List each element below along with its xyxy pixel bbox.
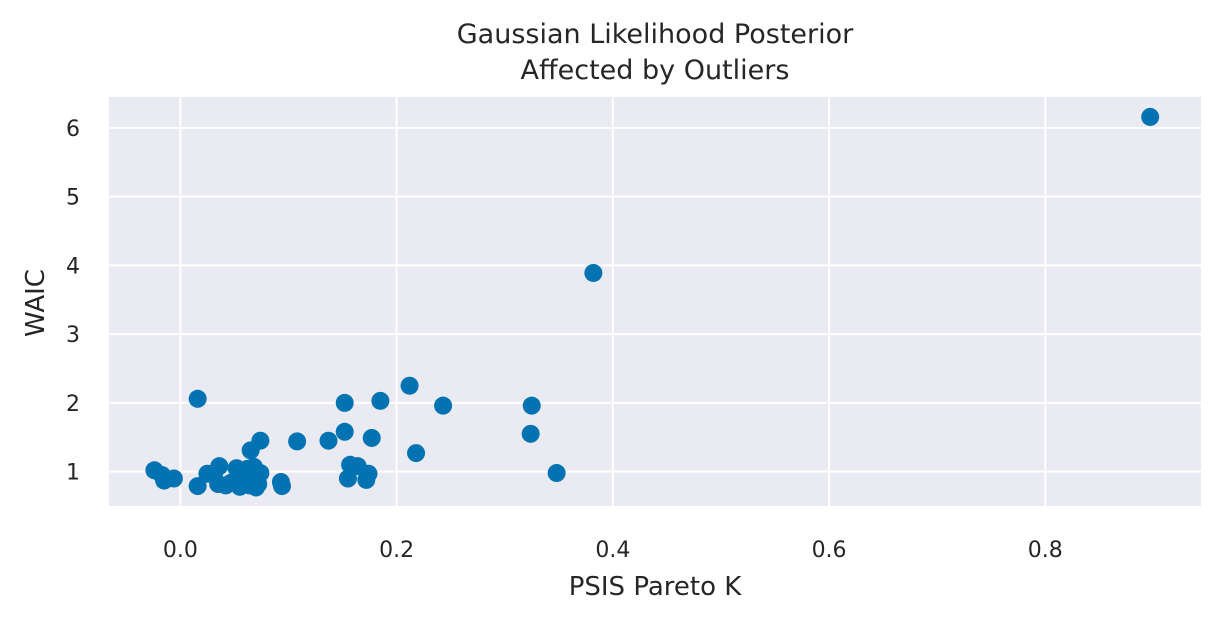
data-point (547, 464, 566, 483)
x-tick-label: 0.0 (163, 538, 198, 563)
data-point (288, 432, 307, 451)
data-point (335, 422, 354, 441)
data-point (400, 376, 419, 395)
data-point (272, 477, 291, 496)
data-point (319, 431, 338, 450)
data-point (371, 391, 390, 410)
y-tick-label: 3 (66, 323, 80, 348)
x-axis-label: PSIS Pareto K (569, 572, 743, 602)
y-tick-label: 4 (66, 254, 80, 279)
grid-lines (109, 97, 1201, 506)
data-point (251, 464, 270, 483)
y-tick-label: 1 (66, 461, 80, 486)
x-tick-label: 0.2 (379, 538, 414, 563)
data-points (145, 107, 1160, 497)
x-tick-label: 0.8 (1028, 538, 1063, 563)
data-point (434, 396, 453, 415)
data-point (188, 389, 207, 408)
data-point (1141, 107, 1160, 126)
data-point (521, 424, 540, 443)
y-tick-label: 2 (66, 392, 80, 417)
x-tick-label: 0.4 (595, 538, 630, 563)
x-tick-label: 0.6 (812, 538, 847, 563)
data-point (359, 464, 378, 483)
y-axis-label: WAIC (21, 269, 51, 337)
data-point (210, 457, 229, 476)
y-tick-labels: 1 2 3 4 5 6 (66, 117, 80, 486)
x-tick-labels: 0.0 0.2 0.4 0.6 0.8 (163, 538, 1063, 563)
data-point (188, 477, 207, 496)
y-tick-label: 6 (66, 117, 80, 142)
data-point (338, 469, 357, 488)
data-point (584, 263, 603, 282)
data-point (335, 393, 354, 412)
data-point (241, 441, 260, 460)
data-point (407, 444, 426, 463)
y-tick-label: 5 (66, 186, 80, 211)
data-point (522, 396, 541, 415)
data-point (164, 469, 183, 488)
chart-title: Gaussian Likelihood Posterior (457, 19, 854, 50)
plot-background (109, 97, 1201, 506)
chart-subtitle: Affected by Outliers (521, 55, 790, 86)
data-point (362, 428, 381, 447)
